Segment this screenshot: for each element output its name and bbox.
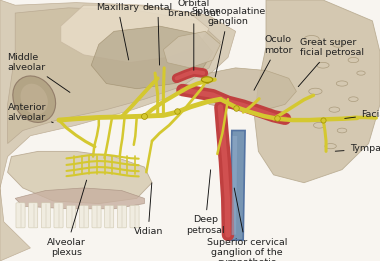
Polygon shape	[201, 68, 296, 110]
Point	[274, 116, 280, 121]
Text: Anterior
alveolar: Anterior alveolar	[8, 103, 53, 123]
Text: Tympanic: Tympanic	[335, 144, 380, 153]
FancyBboxPatch shape	[79, 205, 89, 228]
Ellipse shape	[13, 76, 55, 122]
Text: Sphenopalatine
ganglion: Sphenopalatine ganglion	[191, 7, 265, 77]
Polygon shape	[0, 0, 236, 261]
FancyBboxPatch shape	[41, 203, 51, 228]
Point	[141, 114, 147, 118]
Text: Orbital
branch out: Orbital branch out	[168, 0, 220, 70]
Text: Great super
ficial petrosal: Great super ficial petrosal	[298, 38, 364, 87]
Ellipse shape	[201, 77, 213, 82]
Text: Middle
alveolar: Middle alveolar	[8, 53, 70, 92]
Text: Posterior
dental: Posterior dental	[137, 0, 179, 65]
FancyBboxPatch shape	[105, 205, 114, 228]
Polygon shape	[61, 5, 209, 63]
Polygon shape	[232, 136, 238, 235]
FancyBboxPatch shape	[28, 203, 38, 228]
Text: Maxillary: Maxillary	[96, 3, 139, 60]
FancyBboxPatch shape	[66, 205, 76, 228]
Point	[204, 78, 210, 82]
FancyBboxPatch shape	[130, 205, 139, 228]
Text: Facial: Facial	[345, 110, 380, 119]
Polygon shape	[230, 130, 245, 240]
Point	[233, 105, 239, 110]
Polygon shape	[8, 8, 220, 144]
Polygon shape	[163, 31, 220, 68]
FancyBboxPatch shape	[117, 205, 127, 228]
FancyBboxPatch shape	[92, 205, 101, 228]
Ellipse shape	[21, 84, 48, 115]
Text: Deep
petrosal: Deep petrosal	[186, 170, 225, 235]
Text: Vidian: Vidian	[133, 183, 163, 236]
FancyBboxPatch shape	[54, 203, 63, 228]
Text: Oculo
motor: Oculo motor	[254, 35, 293, 90]
Polygon shape	[15, 188, 144, 209]
FancyBboxPatch shape	[16, 203, 25, 228]
Polygon shape	[91, 26, 213, 89]
Polygon shape	[255, 0, 380, 183]
Point	[320, 117, 326, 122]
Text: Superior cervical
ganglion of the
sympathetic: Superior cervical ganglion of the sympat…	[207, 188, 287, 261]
Polygon shape	[8, 151, 152, 204]
Point	[174, 109, 180, 113]
Text: Alveolar
plexus: Alveolar plexus	[47, 180, 87, 257]
